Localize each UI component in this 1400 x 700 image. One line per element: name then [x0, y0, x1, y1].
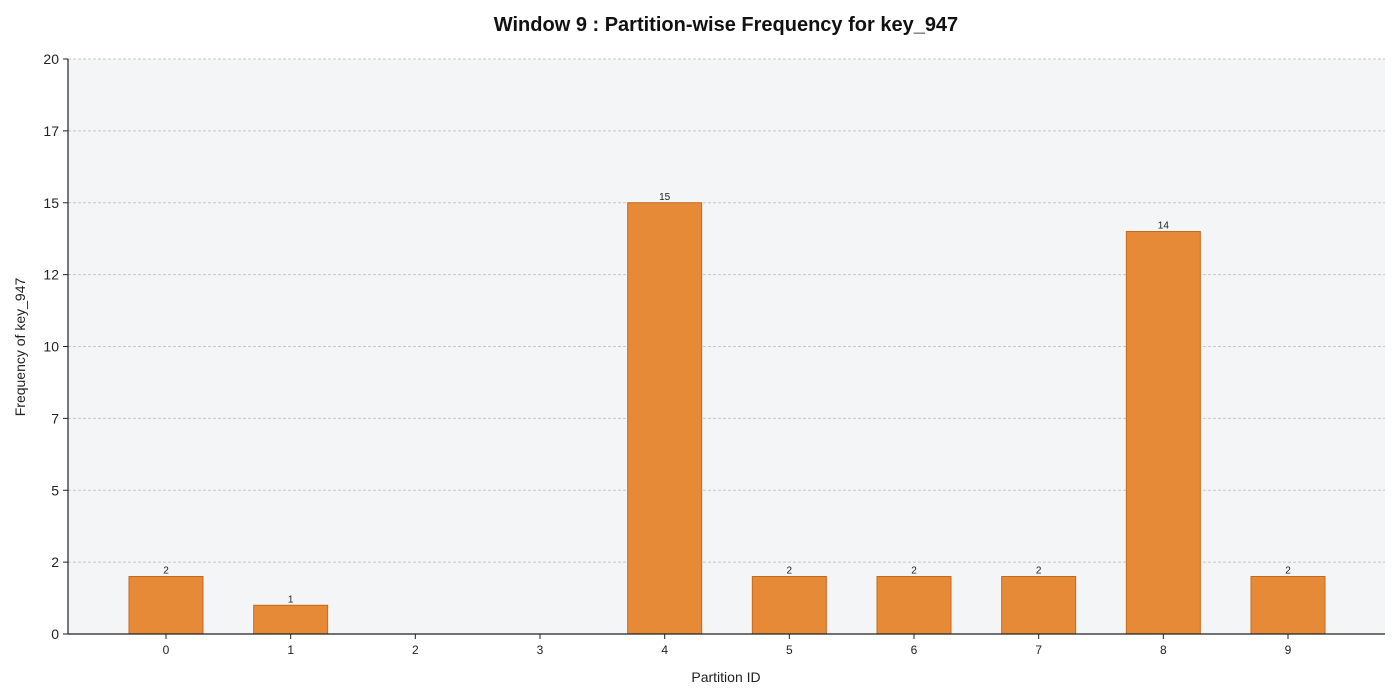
y-tick-label: 2: [51, 554, 59, 570]
x-tick-label: 7: [1035, 643, 1042, 657]
data-label-partition-9: 2: [1285, 566, 1291, 577]
data-label-partition-7: 2: [1036, 566, 1042, 577]
data-label-partition-6: 2: [911, 566, 917, 577]
y-tick-label: 7: [51, 410, 59, 426]
y-tick-label: 15: [43, 195, 59, 211]
y-tick-layer: 0 2 5 7 10 12 15 17 20: [43, 51, 68, 642]
x-tick-label: 3: [537, 643, 544, 657]
y-tick-label: 17: [43, 123, 59, 139]
bar-partition-9: [1250, 576, 1326, 635]
data-label-partition-4: 15: [659, 192, 671, 203]
x-tick-label: 0: [163, 643, 170, 657]
x-tick-label: 9: [1285, 643, 1292, 657]
x-tick-label: 5: [786, 643, 793, 657]
data-label-partition-5: 2: [787, 566, 793, 577]
chart-title: Window 9 : Partition-wise Frequency for …: [494, 14, 958, 36]
bar-partition-7: [1001, 576, 1077, 635]
bar-partition-8: [1125, 231, 1201, 635]
x-tick-label: 6: [911, 643, 918, 657]
y-axis-label: Frequency of key_947: [12, 278, 28, 417]
y-tick-label: 0: [51, 626, 59, 642]
y-tick-label: 12: [43, 267, 59, 283]
y-tick-label: 20: [43, 51, 59, 67]
bar-partition-4: [627, 202, 703, 635]
x-tick-label: 8: [1160, 643, 1167, 657]
bar-partition-0: [128, 576, 204, 635]
x-tick-layer: 0 1 2 3 4 5 6 7 8 9: [163, 634, 1292, 657]
x-tick-label: 1: [287, 643, 294, 657]
data-label-layer: 2 1 15 2 2 2 14 2: [163, 192, 1291, 606]
data-label-partition-0: 2: [163, 566, 169, 577]
x-axis-label: Partition ID: [691, 669, 760, 685]
y-tick-label: 10: [43, 339, 59, 355]
y-tick-label: 5: [51, 482, 59, 498]
x-tick-label: 2: [412, 643, 419, 657]
bar-partition-1: [253, 604, 329, 635]
data-label-partition-1: 1: [288, 594, 294, 605]
data-label-partition-8: 14: [1158, 221, 1170, 232]
x-tick-label: 4: [661, 643, 668, 657]
bar-partition-5: [751, 576, 827, 635]
bar-partition-6: [876, 576, 952, 635]
